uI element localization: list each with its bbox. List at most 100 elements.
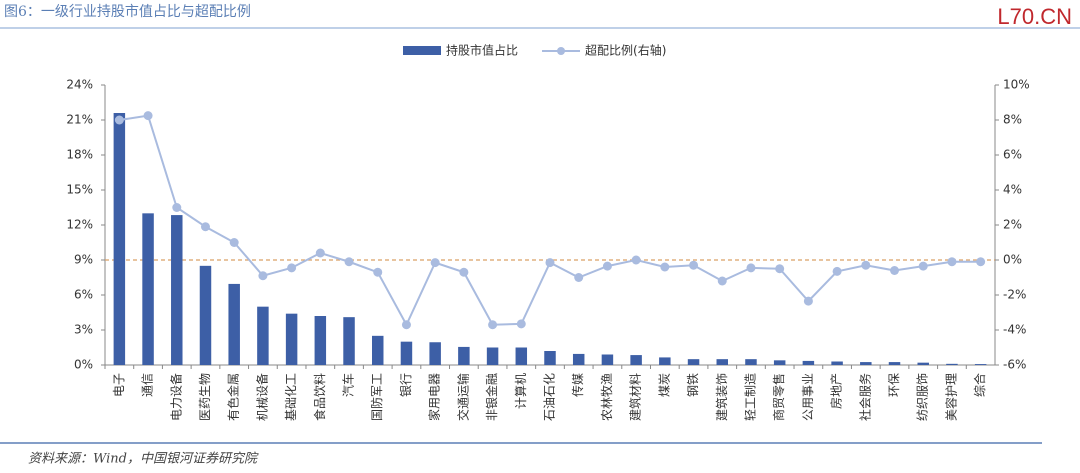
point xyxy=(229,238,239,247)
x-tick-label: 计算机 xyxy=(513,373,528,409)
bar xyxy=(659,357,671,365)
x-tick-label: 煤炭 xyxy=(657,373,671,397)
x-tick-label: 商贸零售 xyxy=(771,373,786,421)
y-tick-label: 0% xyxy=(74,358,93,372)
point xyxy=(545,258,555,268)
bar xyxy=(171,215,183,365)
y2-tick-label: 4% xyxy=(1003,183,1022,197)
bar xyxy=(343,317,355,365)
point xyxy=(315,248,325,258)
point xyxy=(746,263,756,273)
point xyxy=(947,257,957,267)
point xyxy=(803,296,813,306)
point xyxy=(775,264,785,274)
bar xyxy=(400,341,413,365)
y2-tick-label: 6% xyxy=(1003,148,1022,162)
x-tick-label: 电子 xyxy=(112,373,126,397)
x-tick-label: 社会服务 xyxy=(857,373,872,421)
point xyxy=(488,320,498,330)
point xyxy=(373,267,383,277)
point xyxy=(172,203,182,212)
point xyxy=(200,222,210,232)
x-tick-label: 电力设备 xyxy=(169,373,183,421)
bar xyxy=(974,364,987,365)
x-tick-label: 农林牧渔 xyxy=(600,373,614,421)
y-tick-label: 9% xyxy=(74,253,93,267)
bar xyxy=(860,362,872,365)
point xyxy=(660,262,670,272)
x-tick-label: 房地产 xyxy=(829,373,844,409)
y-tick-label: 15% xyxy=(66,183,93,197)
point xyxy=(401,320,411,330)
bar xyxy=(257,306,269,365)
bar xyxy=(285,313,298,365)
bar xyxy=(601,354,614,365)
bar xyxy=(773,360,786,365)
bar xyxy=(630,355,642,365)
y2-tick-label: -6% xyxy=(1003,358,1026,372)
logo: L70.CN xyxy=(997,4,1072,29)
bar xyxy=(745,359,757,365)
x-tick-label: 石油石化 xyxy=(543,373,557,421)
bar xyxy=(142,213,154,365)
bar xyxy=(544,351,556,365)
bar xyxy=(831,361,843,365)
x-tick-label: 非银金融 xyxy=(484,373,499,421)
legend-swatch xyxy=(557,47,566,55)
y-tick-label: 18% xyxy=(66,148,93,162)
point xyxy=(890,266,900,275)
x-tick-label: 食品饮料 xyxy=(312,373,327,421)
x-tick-label: 公用事业 xyxy=(801,373,815,421)
y2-tick-label: -2% xyxy=(1003,288,1026,302)
bar xyxy=(199,265,212,365)
point xyxy=(976,257,986,267)
source: 资料来源：Wind，中国银河证券研究院 xyxy=(28,451,259,467)
bar xyxy=(515,347,528,365)
x-tick-label: 汽车 xyxy=(341,373,356,397)
bar xyxy=(946,363,958,365)
x-tick-label: 传媒 xyxy=(570,373,585,397)
x-tick-label: 银行 xyxy=(399,373,413,397)
y2-tick-label: 8% xyxy=(1003,113,1022,127)
bar xyxy=(917,362,929,365)
line xyxy=(119,114,981,327)
bar xyxy=(113,113,126,365)
point xyxy=(430,258,440,268)
y2-tick-label: 0% xyxy=(1003,253,1022,267)
point xyxy=(344,257,354,267)
x-tick-label: 纺织服饰 xyxy=(916,373,930,421)
bar xyxy=(486,347,499,365)
x-tick-label: 交通运输 xyxy=(455,373,470,421)
bar xyxy=(572,353,585,365)
x-tick-label: 国防军工 xyxy=(369,373,384,421)
x-tick-label: 轻工制造 xyxy=(743,373,757,421)
x-tick-label: 环保 xyxy=(887,373,901,397)
bar xyxy=(372,335,384,365)
bar xyxy=(228,283,240,365)
x-tick-label: 美容护理 xyxy=(943,373,958,421)
point xyxy=(689,260,699,270)
point xyxy=(861,260,871,270)
point xyxy=(516,319,526,329)
y-tick-label: 6% xyxy=(74,288,93,302)
figure-title: 图6：一级行业持股市值占比与超配比例 xyxy=(4,3,251,20)
y-tick-label: 3% xyxy=(74,323,93,337)
bar xyxy=(314,316,327,365)
x-tick-label: 钢铁 xyxy=(686,373,700,397)
point xyxy=(574,273,584,282)
x-tick-label: 通信 xyxy=(141,373,155,397)
y2-tick-label: 2% xyxy=(1003,218,1022,232)
point xyxy=(918,261,928,271)
x-tick-label: 机械设备 xyxy=(254,373,269,421)
y-tick-label: 24% xyxy=(66,78,93,92)
x-tick-label: 医药生物 xyxy=(198,373,212,421)
x-tick-label: 综合 xyxy=(972,373,987,397)
x-tick-label: 建筑材料 xyxy=(628,373,643,421)
bar xyxy=(687,359,700,365)
point xyxy=(459,267,469,277)
legend-swatch xyxy=(403,46,441,55)
bar xyxy=(716,359,728,365)
x-tick-label: 建筑装饰 xyxy=(714,373,729,421)
x-tick-label: 家用电器 xyxy=(427,373,442,421)
legend-label: 超配比例(右轴) xyxy=(585,43,666,58)
